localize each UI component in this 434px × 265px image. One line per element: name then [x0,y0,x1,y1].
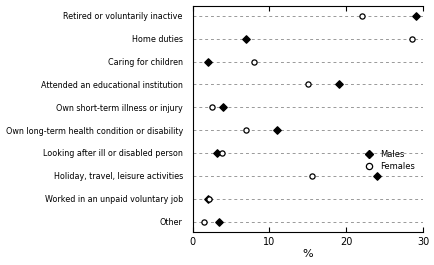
Males [411,14,418,18]
Males [204,197,211,201]
Males [213,151,220,155]
Females [242,128,249,132]
Males [373,174,380,178]
Females [208,105,215,109]
Males [335,82,342,86]
Females [358,14,365,18]
Males [219,105,226,109]
Females [304,82,311,86]
Females [308,174,315,178]
Females [206,197,213,201]
Females [408,37,414,41]
Females [250,59,257,64]
Females [218,151,225,155]
Males [204,59,211,64]
Females [200,219,207,224]
Males [215,219,222,224]
Males [273,128,280,132]
Males [242,37,249,41]
X-axis label: %: % [302,249,312,259]
Legend: Males, Females: Males, Females [360,150,414,171]
